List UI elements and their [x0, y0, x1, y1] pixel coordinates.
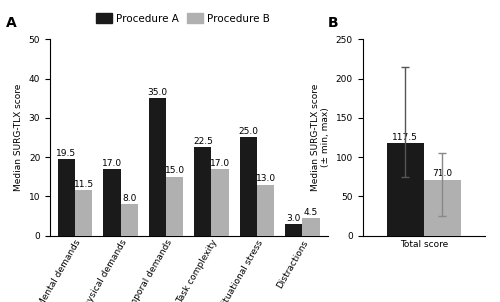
Text: 17.0: 17.0	[210, 159, 230, 168]
Y-axis label: Median SURG-TLX score
(± min, max): Median SURG-TLX score (± min, max)	[310, 84, 330, 191]
Text: B: B	[328, 16, 339, 30]
Text: 25.0: 25.0	[238, 127, 258, 136]
Bar	[148, 98, 166, 236]
Text: 71.0: 71.0	[432, 169, 452, 178]
Bar	[166, 177, 184, 236]
Text: 35.0: 35.0	[148, 88, 168, 97]
Text: 4.5: 4.5	[304, 208, 318, 217]
Bar	[103, 169, 120, 236]
Text: 11.5: 11.5	[74, 180, 94, 189]
Y-axis label: Median SURG-TLX score: Median SURG-TLX score	[14, 84, 23, 191]
Text: 13.0: 13.0	[256, 174, 276, 183]
Bar	[387, 143, 424, 236]
Bar	[240, 137, 257, 236]
Text: 15.0: 15.0	[164, 166, 184, 175]
Text: 17.0: 17.0	[102, 159, 122, 168]
Text: 117.5: 117.5	[392, 133, 418, 142]
Bar	[194, 147, 212, 236]
Bar	[424, 180, 461, 236]
Legend: Procedure A, Procedure B: Procedure A, Procedure B	[92, 9, 274, 28]
Text: 19.5: 19.5	[56, 149, 76, 158]
Bar	[212, 169, 229, 236]
Bar	[285, 224, 302, 236]
Text: A: A	[6, 16, 16, 30]
Bar	[302, 218, 320, 236]
Text: 22.5: 22.5	[193, 137, 213, 146]
Bar	[257, 185, 274, 236]
Bar	[58, 159, 75, 236]
Bar	[75, 191, 92, 236]
Bar	[120, 204, 138, 236]
Text: 3.0: 3.0	[286, 214, 301, 223]
Text: 8.0: 8.0	[122, 194, 136, 203]
